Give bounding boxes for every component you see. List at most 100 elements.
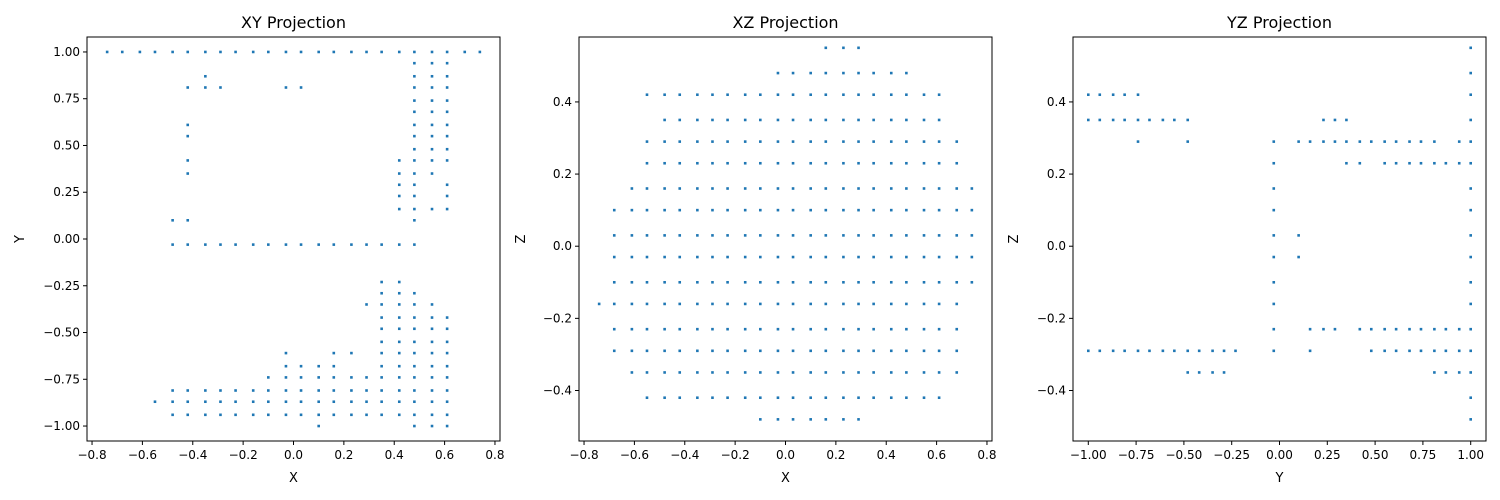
xy-point <box>380 413 383 417</box>
xy-point <box>120 50 124 54</box>
xz-point <box>696 93 699 97</box>
xy-point <box>284 400 288 404</box>
yz-point <box>1123 93 1126 97</box>
yz-point <box>1098 118 1102 122</box>
xz-point <box>872 234 875 237</box>
xz-point <box>630 327 634 331</box>
xy-point <box>445 110 449 114</box>
xz-point <box>824 371 828 374</box>
xz-point <box>905 327 908 331</box>
yz-point <box>1148 118 1151 122</box>
xy-point <box>413 183 416 187</box>
xz-point <box>857 93 860 97</box>
xz-point <box>776 371 780 374</box>
xy-point <box>397 316 401 319</box>
yz-point <box>1186 118 1190 122</box>
yz-point <box>1469 140 1472 143</box>
xy-point <box>430 424 434 428</box>
xz-point <box>630 280 634 284</box>
xy-point <box>204 413 207 417</box>
xz-point <box>937 118 941 122</box>
xz-point <box>791 418 795 421</box>
yz-point <box>1419 161 1423 165</box>
yz-points <box>1087 46 1472 421</box>
xz-point <box>905 255 908 259</box>
xz-point <box>630 255 634 259</box>
xy-point <box>251 50 255 54</box>
xz-point <box>872 396 875 400</box>
yz-point <box>1433 349 1436 353</box>
xz-point <box>889 93 893 97</box>
xz-point <box>759 327 762 331</box>
xy-point <box>445 99 449 102</box>
xy-point <box>413 207 416 211</box>
xz-point <box>726 302 729 306</box>
xz-ticks: −0.8 −0.6 −0.4 −0.2 0.0 0.2 0.4 0.6 0.8 −0.4 −0.2 0… <box>543 95 997 462</box>
yz-point <box>1136 118 1140 122</box>
xz-point <box>696 208 699 212</box>
xz-point <box>857 187 860 190</box>
xz-point <box>645 349 649 353</box>
xz-point <box>905 93 908 97</box>
xy-point <box>299 413 303 417</box>
xy-point <box>413 413 416 417</box>
xy-point <box>380 243 383 246</box>
xz-xtick-label: −0.4 <box>670 448 699 462</box>
yz-point <box>1369 140 1373 143</box>
yz-point <box>1469 234 1472 237</box>
xz-point <box>776 349 780 353</box>
xy-point <box>365 376 368 379</box>
xy-point <box>430 74 434 78</box>
xz-point <box>645 371 649 374</box>
xz-point <box>922 280 926 284</box>
xy-point <box>445 413 449 417</box>
xz-point <box>824 349 828 353</box>
xz-point <box>696 187 699 190</box>
yz-point <box>1469 327 1472 331</box>
xz-point <box>857 396 860 400</box>
xz-point <box>696 302 699 306</box>
yz-point <box>1272 140 1276 143</box>
xz-point <box>663 140 666 143</box>
yz-point <box>1098 93 1102 97</box>
xz-point <box>889 208 893 212</box>
xy-point <box>445 400 449 404</box>
xy-point <box>204 243 207 246</box>
xy-point <box>365 413 368 417</box>
xy-point <box>219 413 222 417</box>
xz-xtick-label: −0.8 <box>569 448 598 462</box>
xz-point <box>872 161 875 165</box>
xz-point <box>776 234 780 237</box>
xz-point <box>955 161 959 165</box>
xz-point <box>889 187 893 190</box>
xy-points <box>105 50 482 428</box>
xy-point <box>204 74 207 78</box>
xz-point <box>711 302 714 306</box>
xz-point <box>711 187 714 190</box>
xz-title: XZ Projection <box>732 13 838 32</box>
xy-point <box>365 389 368 392</box>
xy-point <box>317 400 320 404</box>
yz-ytick-label: 0.0 <box>1047 239 1066 253</box>
xy-ytick-label: −1.00 <box>43 419 80 433</box>
xy-point <box>430 110 434 114</box>
xz-point <box>711 208 714 212</box>
xy-point <box>284 389 288 392</box>
xy-point <box>317 364 320 368</box>
xz-point <box>824 208 828 212</box>
yz-point <box>1272 349 1276 353</box>
xz-point <box>905 280 908 284</box>
xz-point <box>759 93 762 97</box>
xy-point <box>413 99 416 102</box>
xz-point <box>678 161 682 165</box>
xy-point <box>413 291 416 295</box>
yz-ytick-label: 0.2 <box>1047 167 1066 181</box>
xy-point <box>251 413 255 417</box>
xz-point <box>842 349 845 353</box>
xz-point <box>612 280 616 284</box>
xz-point <box>791 140 795 143</box>
yz-point <box>1469 396 1472 400</box>
yz-point <box>1345 140 1348 143</box>
xz-ytick-label: 0.0 <box>553 239 572 253</box>
xy-xlabel: X <box>289 471 298 486</box>
